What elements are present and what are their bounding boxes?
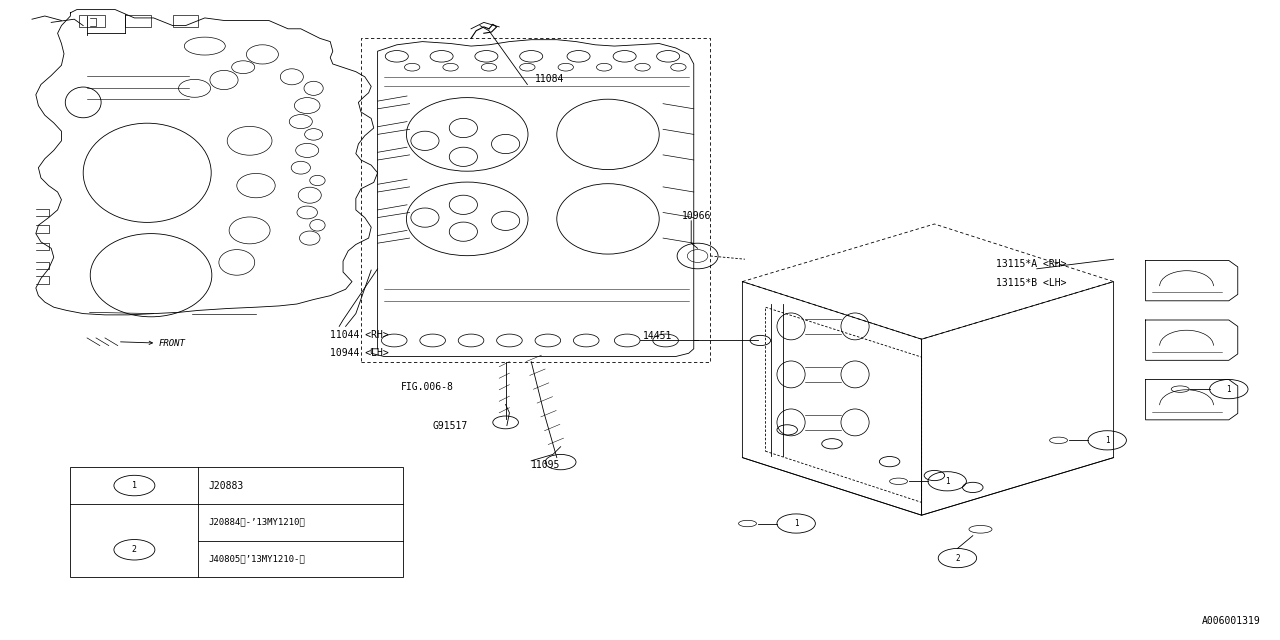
- Text: 1: 1: [794, 519, 799, 528]
- Text: J20883: J20883: [209, 481, 244, 490]
- Text: 11084: 11084: [535, 74, 564, 84]
- Text: 14451: 14451: [643, 332, 672, 341]
- Text: 1: 1: [1105, 436, 1110, 445]
- Text: G91517: G91517: [433, 421, 468, 431]
- Text: FRONT: FRONT: [159, 339, 186, 348]
- Bar: [173, 15, 198, 27]
- Bar: [125, 15, 151, 27]
- Text: 1: 1: [1226, 385, 1231, 394]
- Text: J20884（-’13MY1210）: J20884（-’13MY1210）: [209, 518, 306, 527]
- Text: 11095: 11095: [531, 461, 561, 470]
- Text: A006001319: A006001319: [1202, 616, 1261, 626]
- Text: FIG.006-8: FIG.006-8: [401, 382, 453, 392]
- Text: 13115*A <RH>: 13115*A <RH>: [996, 259, 1066, 269]
- Text: 10966: 10966: [682, 211, 712, 221]
- Text: J40805（’13MY1210-）: J40805（’13MY1210-）: [209, 554, 306, 563]
- Text: 13115*B <LH>: 13115*B <LH>: [996, 278, 1066, 288]
- Text: 11044 <RH>: 11044 <RH>: [330, 330, 389, 340]
- Text: 2: 2: [132, 545, 137, 554]
- Text: 10944 <LH>: 10944 <LH>: [330, 348, 389, 358]
- Text: 2: 2: [955, 554, 960, 563]
- Bar: [70, 467, 403, 577]
- Bar: [79, 15, 105, 27]
- Text: 1: 1: [945, 477, 950, 486]
- Text: 1: 1: [132, 481, 137, 490]
